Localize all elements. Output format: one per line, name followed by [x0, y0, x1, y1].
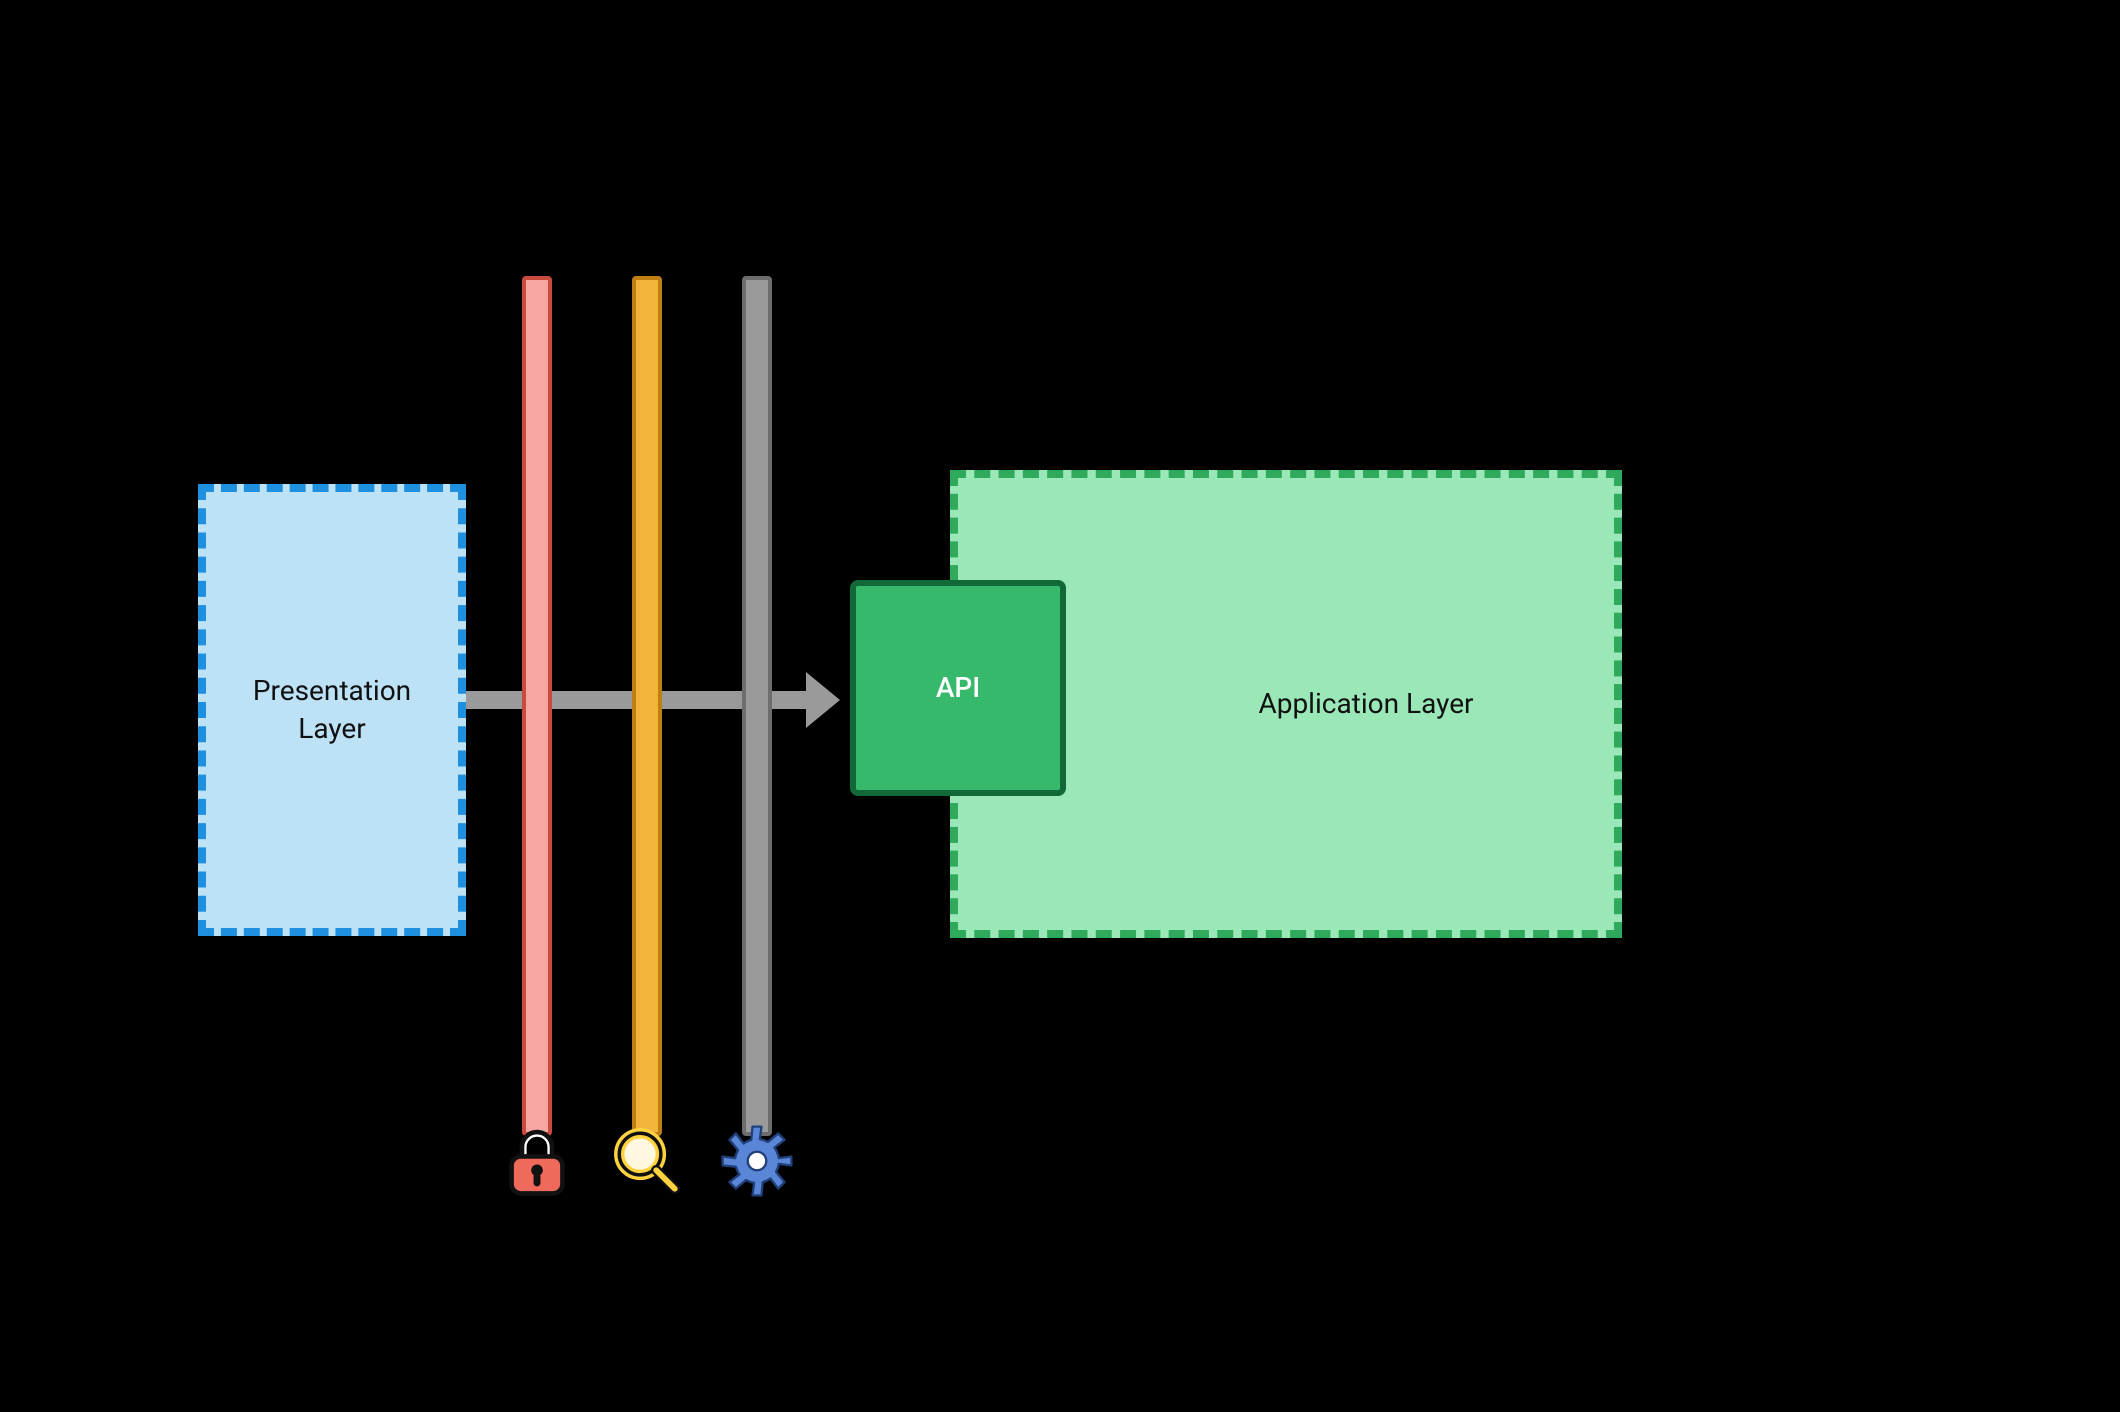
- lock-icon: [500, 1124, 574, 1198]
- presentation-layer-box: Presentation Layer: [198, 484, 466, 936]
- diagram-canvas: Presentation Layer Application Layer API: [0, 0, 2120, 1412]
- pipe-config: [742, 276, 772, 1136]
- pipe-search: [632, 276, 662, 1136]
- pipe-security: [522, 276, 552, 1136]
- gear-icon: [720, 1124, 794, 1198]
- api-box: API: [850, 580, 1066, 796]
- api-box-label: API: [936, 669, 980, 707]
- application-layer-box-label: Application Layer: [1258, 685, 1473, 723]
- arrow-head: [806, 672, 840, 728]
- magnifier-icon: [610, 1124, 684, 1198]
- presentation-layer-box-label: Presentation Layer: [253, 672, 411, 748]
